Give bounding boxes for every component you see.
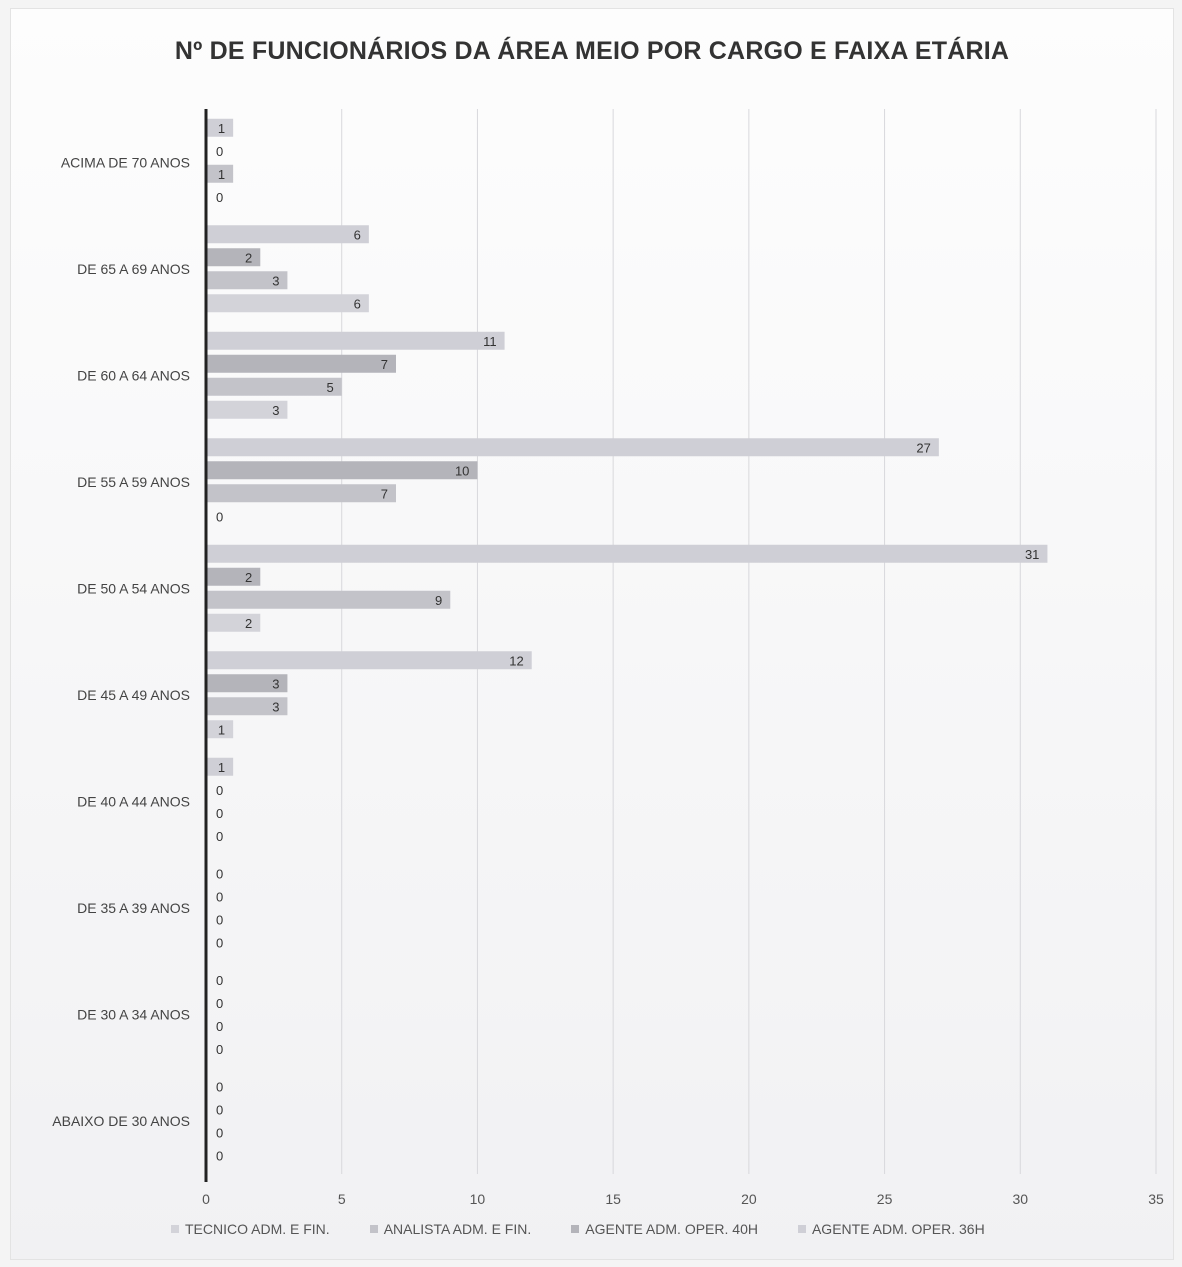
- chart-title: Nº DE FUNCIONÁRIOS DA ÁREA MEIO POR CARG…: [174, 37, 1010, 65]
- data-label: 2: [245, 616, 252, 631]
- x-tick-label: 20: [741, 1191, 757, 1207]
- data-label: 3: [272, 273, 279, 288]
- data-label: 0: [216, 1019, 223, 1034]
- bar: [206, 720, 234, 739]
- bar: [206, 118, 234, 137]
- bar: [206, 461, 478, 480]
- data-label: 6: [354, 296, 361, 311]
- data-label: 7: [381, 486, 388, 501]
- category-label: DE 45 A 49 ANOS: [77, 687, 190, 703]
- legend-swatch: [797, 1225, 806, 1233]
- data-label: 0: [216, 1042, 223, 1057]
- category-label: ABAIXO DE 30 ANOS: [52, 1113, 190, 1129]
- legend-item: TECNICO ADM. E FIN.: [171, 1221, 330, 1237]
- bar: [206, 757, 234, 776]
- legend-item: ANALISTA ADM. E FIN.: [369, 1221, 532, 1237]
- data-label: 11: [483, 334, 497, 349]
- data-label: 0: [216, 783, 223, 798]
- data-label: 0: [216, 912, 223, 927]
- data-label: 0: [216, 935, 223, 950]
- legend-swatch: [369, 1225, 378, 1233]
- legend-swatch: [171, 1225, 179, 1233]
- category-label: DE 30 A 34 ANOS: [77, 1006, 190, 1022]
- category-label: DE 35 A 39 ANOS: [77, 900, 190, 916]
- bar: [206, 331, 505, 350]
- data-label: 1: [218, 722, 225, 737]
- data-label: 0: [216, 829, 223, 844]
- x-tick-label: 0: [202, 1191, 210, 1207]
- x-tick-label: 10: [470, 1191, 486, 1207]
- category-label: ACIMA DE 70 ANOS: [61, 154, 190, 170]
- x-tick-label: 5: [338, 1191, 346, 1207]
- data-label: 0: [216, 1079, 223, 1094]
- data-label: 1: [218, 121, 225, 136]
- bar: [206, 377, 342, 396]
- bar: [206, 567, 261, 586]
- category-label: DE 65 A 69 ANOS: [77, 261, 190, 277]
- data-label: 5: [326, 380, 333, 395]
- data-label: 31: [1025, 547, 1039, 562]
- bar: [206, 271, 288, 290]
- bar: [206, 613, 261, 632]
- data-label: 12: [509, 653, 523, 668]
- x-tick-label: 15: [605, 1191, 621, 1207]
- bar: [206, 651, 532, 670]
- data-label: 2: [245, 570, 252, 585]
- legend-label: TECNICO ADM. E FIN.: [185, 1221, 330, 1237]
- bar: [206, 225, 369, 244]
- bar: [206, 484, 396, 503]
- bar: [206, 590, 451, 609]
- bar: [206, 697, 288, 716]
- legend-item: AGENTE ADM. OPER. 36H: [797, 1221, 985, 1237]
- bar: [206, 544, 1048, 563]
- bar: [206, 248, 261, 267]
- data-label: 0: [216, 973, 223, 988]
- x-tick-label: 25: [877, 1191, 893, 1207]
- data-label: 6: [354, 227, 361, 242]
- data-label: 0: [216, 889, 223, 904]
- bar: [206, 164, 234, 183]
- data-label: 3: [272, 403, 279, 418]
- data-label: 27: [916, 440, 930, 455]
- data-label: 0: [216, 144, 223, 159]
- legend-label: ANALISTA ADM. E FIN.: [383, 1221, 532, 1237]
- category-label: DE 50 A 54 ANOS: [77, 580, 190, 596]
- legend-item: AGENTE ADM. OPER. 40H: [571, 1221, 758, 1237]
- category-label: DE 55 A 59 ANOS: [77, 474, 190, 490]
- data-label: 10: [455, 463, 469, 478]
- data-label: 3: [272, 699, 279, 714]
- data-label: 0: [216, 509, 223, 524]
- data-label: 0: [216, 1125, 223, 1140]
- bar: [206, 354, 396, 373]
- bar: [206, 438, 939, 457]
- data-label: 1: [218, 167, 225, 182]
- legend-swatch: [571, 1225, 580, 1233]
- chart-legend: TECNICO ADM. E FIN. ANALISTA ADM. E FIN. A…: [171, 1221, 985, 1237]
- data-label: 9: [435, 593, 442, 608]
- data-label: 0: [216, 1148, 223, 1163]
- data-label: 3: [272, 676, 279, 691]
- legend-label: AGENTE ADM. OPER. 40H: [585, 1221, 758, 1237]
- data-label: 0: [216, 1102, 223, 1117]
- x-tick-label: 35: [1148, 1191, 1164, 1207]
- legend-label: AGENTE ADM. OPER. 36H: [811, 1221, 985, 1237]
- bar: [206, 400, 288, 419]
- data-label: 1: [218, 760, 225, 775]
- x-tick-label: 30: [1012, 1191, 1028, 1207]
- category-label: DE 60 A 64 ANOS: [77, 367, 190, 383]
- data-label: 7: [381, 357, 388, 372]
- chart-card: Nº DE FUNCIONÁRIOS DA ÁREA MEIO POR CARG…: [10, 8, 1174, 1260]
- data-label: 0: [216, 806, 223, 821]
- bar: [206, 294, 369, 313]
- data-label: 2: [245, 250, 252, 265]
- data-label: 0: [216, 996, 223, 1011]
- data-label: 0: [216, 866, 223, 881]
- data-label: 0: [216, 190, 223, 205]
- bar: [206, 674, 288, 693]
- category-label: DE 40 A 44 ANOS: [77, 793, 190, 809]
